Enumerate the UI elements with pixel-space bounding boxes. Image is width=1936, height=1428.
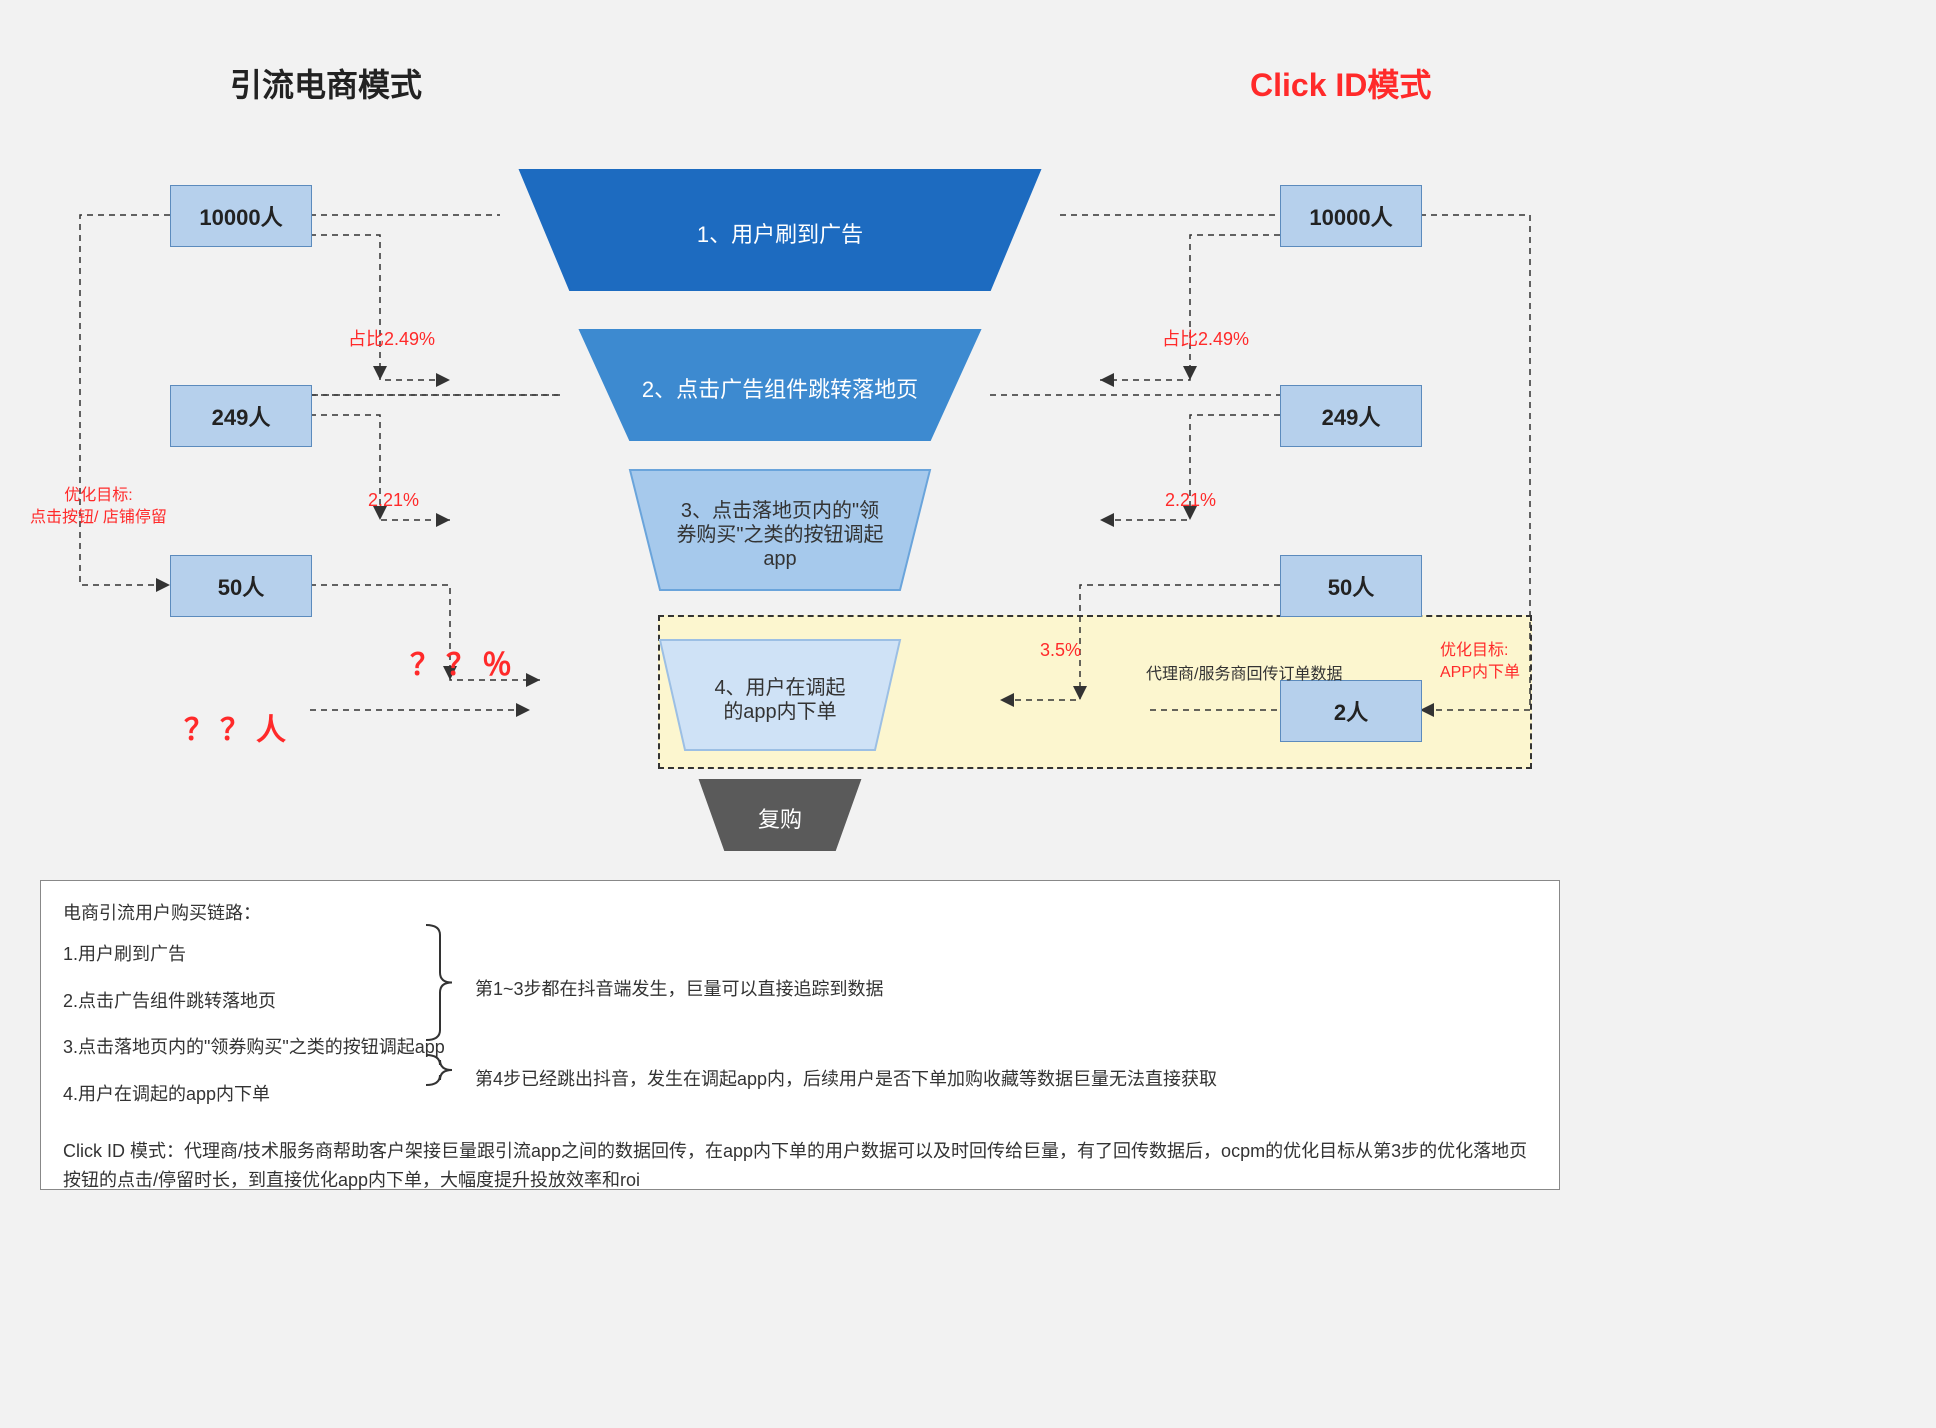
- arrowhead-icon: [156, 578, 170, 592]
- right-rate-3: 3.5%: [1040, 640, 1081, 661]
- funnel-stage-label-2: 2、点击广告组件跳转落地页: [642, 377, 918, 402]
- arrowhead-icon: [1000, 693, 1014, 707]
- arrowhead-icon: [526, 673, 540, 687]
- right-goal-label: 优化目标:APP内下单: [1440, 640, 1520, 683]
- arrowhead-icon: [436, 513, 450, 527]
- left-question-rate: ？？％: [410, 640, 518, 684]
- connector-line: [1420, 215, 1530, 710]
- right-count-box-3: 50人: [1280, 555, 1422, 617]
- desc-step-1: 1.用户刷到广告: [63, 940, 1537, 969]
- right-count-box-2: 249人: [1280, 385, 1422, 447]
- connector-line: [80, 215, 170, 585]
- left-question-count: ？？人: [184, 705, 292, 749]
- arrowhead-icon: [373, 366, 387, 380]
- arrowhead-icon: [1100, 513, 1114, 527]
- left-count-box-1: 10000人: [170, 185, 312, 247]
- arrowhead-icon: [1073, 686, 1087, 700]
- connector-line: [1100, 235, 1280, 380]
- brace-note-1: 第1~3步都在抖音端发生，巨量可以直接追踪到数据: [475, 975, 884, 1001]
- right-count-box-4: 2人: [1280, 680, 1422, 742]
- left-rate-1: 占比2.49%: [348, 325, 435, 351]
- right-count-box-1: 10000人: [1280, 185, 1422, 247]
- arrowhead-icon: [516, 703, 530, 717]
- left-goal-label: 优化目标:点击按钮/ 店铺停留: [30, 485, 167, 528]
- arrowhead-icon: [1100, 373, 1114, 387]
- left-count-box-2: 249人: [170, 385, 312, 447]
- desc-step-3: 3.点击落地页内的"领券购买"之类的按钮调起app: [63, 1033, 1537, 1062]
- desc-final: Click ID 模式：代理商/技术服务商帮助客户架接巨量跟引流app之间的数据…: [63, 1137, 1537, 1195]
- funnel-stage-label-1: 1、用户刷到广告: [697, 222, 863, 247]
- right-rate-2: 2.21%: [1165, 490, 1216, 511]
- left-count-box-3: 50人: [170, 555, 312, 617]
- callback-label: 代理商/服务商回传订单数据: [1146, 660, 1342, 684]
- arrowhead-icon: [436, 373, 450, 387]
- connector-line: [310, 235, 450, 380]
- description-box: 电商引流用户购买链路：1.用户刷到广告2.点击广告组件跳转落地页3.点击落地页内…: [40, 880, 1560, 1190]
- arrowhead-icon: [1183, 366, 1197, 380]
- left-rate-2: 2.21%: [368, 490, 419, 511]
- funnel-stage-label-5: 复购: [758, 807, 802, 832]
- arrowhead-icon: [1420, 703, 1434, 717]
- right-rate-1: 占比2.49%: [1162, 325, 1249, 351]
- desc-header: 电商引流用户购买链路：: [63, 899, 1537, 928]
- brace-note-2: 第4步已经跳出抖音，发生在调起app内，后续用户是否下单加购收藏等数据巨量无法直…: [475, 1065, 1217, 1091]
